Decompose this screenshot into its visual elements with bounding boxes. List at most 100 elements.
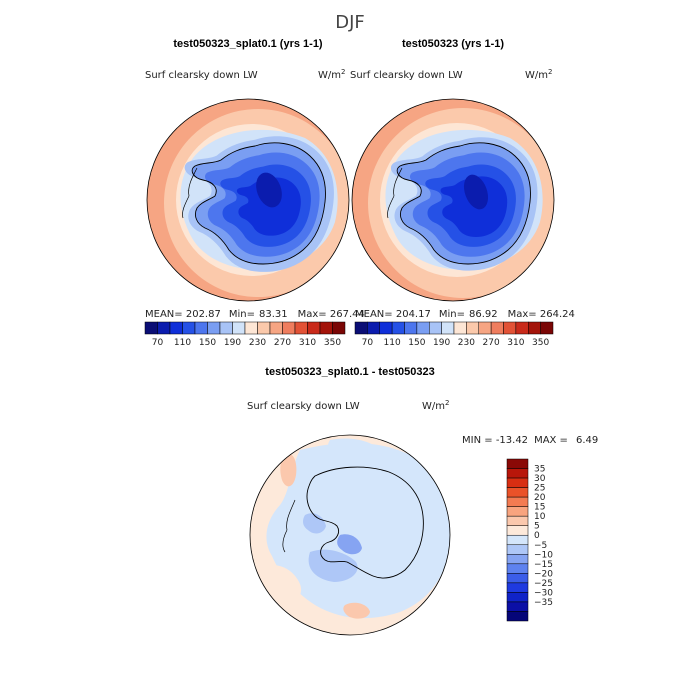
colorbar-tick-label: 70 <box>152 338 164 348</box>
colorbar-swatch <box>379 321 393 335</box>
colorbar-swatch <box>219 321 233 335</box>
colorbar-tick-label: 350 <box>532 338 549 348</box>
colorbar-swatch <box>506 477 529 488</box>
colorbar-tick-label: −35 <box>534 598 553 608</box>
colorbar-swatch <box>182 321 196 335</box>
panel-difference-units: W/m2 <box>422 399 449 412</box>
colorbar-swatch <box>506 611 529 622</box>
colorbar-swatch <box>506 601 529 612</box>
colorbar-tick-label: 190 <box>433 338 450 348</box>
colorbar-swatch <box>257 321 271 335</box>
colorbar-swatch <box>367 321 380 335</box>
colorbar-swatch <box>307 321 321 335</box>
colorbar-swatch <box>506 506 529 517</box>
colorbar-swatch <box>506 468 529 479</box>
panel-control-units: W/m2 <box>525 68 552 81</box>
colorbar-swatch <box>515 321 529 335</box>
colorbar-swatch <box>506 544 529 555</box>
colorbar-tick-label: 110 <box>384 338 401 348</box>
colorbar-swatch <box>157 321 171 335</box>
panel-control-case-title: test050323 (yrs 1-1) <box>402 38 504 50</box>
colorbar-swatch <box>506 487 529 498</box>
colorbar-swatch <box>294 321 308 335</box>
colorbar-swatch <box>503 321 517 335</box>
panel-model-map-border <box>146 98 350 302</box>
colorbar-tick-label: 35 <box>534 465 545 475</box>
colorbar-swatch <box>354 321 368 335</box>
colorbar-swatch <box>453 321 467 335</box>
colorbar-swatch <box>169 321 183 335</box>
colorbar-tick-label: −25 <box>534 579 553 589</box>
colorbar-swatch <box>441 321 455 335</box>
colorbar-swatch <box>332 321 346 335</box>
panel-control-colorbar: 70 110 150 190 230 270 310 350 <box>354 321 554 348</box>
colorbar-tick-label: −20 <box>534 569 553 579</box>
colorbar-tick-label: 20 <box>534 493 546 503</box>
colorbar-swatch <box>506 563 529 574</box>
colorbar-swatch <box>319 321 333 335</box>
main-title: DJF <box>335 12 365 33</box>
colorbar-swatch <box>404 321 418 335</box>
colorbar-tick-label: −30 <box>534 588 553 598</box>
panel-model-map <box>147 99 349 301</box>
colorbar-swatch <box>506 534 529 546</box>
colorbar-swatch <box>528 321 541 335</box>
colorbar-swatch <box>244 321 258 335</box>
colorbar-tick-label: 70 <box>362 338 374 348</box>
colorbar-tick-label: 230 <box>458 338 475 348</box>
colorbar-tick-label: 310 <box>299 338 316 348</box>
colorbar-swatch <box>506 592 529 603</box>
panel-difference: test050323_splat0.1 - test050323 Surf cl… <box>247 366 598 636</box>
colorbar-tick-label: 30 <box>534 474 546 484</box>
panel-difference-map-border <box>249 434 451 636</box>
colorbar-swatch <box>506 582 529 593</box>
colorbar-tick-label: −10 <box>534 550 553 560</box>
colorbar-tick-label: 270 <box>274 338 291 348</box>
colorbar-swatch <box>506 515 529 526</box>
colorbar-tick-label: 110 <box>174 338 191 348</box>
colorbar-tick-label: 10 <box>534 512 546 522</box>
colorbar-swatch <box>144 321 158 335</box>
colorbar-tick-label: 150 <box>408 338 425 348</box>
colorbar-swatch <box>540 321 554 335</box>
panel-model-case-title: test050323_splat0.1 (yrs 1-1) <box>173 38 323 50</box>
colorbar-swatch <box>391 321 405 335</box>
panel-model-units: W/m2 <box>318 68 345 81</box>
colorbar-swatch <box>478 321 492 335</box>
panel-control-map <box>352 99 554 301</box>
colorbar-swatch <box>416 321 430 335</box>
colorbar-tick-label: 230 <box>249 338 266 348</box>
colorbar-swatch <box>282 321 296 335</box>
panel-difference-stats: MIN = -13.42 MAX = 6.49 <box>462 435 598 446</box>
colorbar-swatch <box>194 321 208 335</box>
colorbar-swatch <box>506 554 529 565</box>
colorbar-tick-label: 190 <box>224 338 241 348</box>
colorbar-swatch <box>232 321 246 335</box>
panel-control-map-border <box>351 98 555 302</box>
colorbar-swatch <box>466 321 479 335</box>
panel-difference-variable-label: Surf clearsky down LW <box>247 401 360 412</box>
colorbar-swatch <box>506 525 529 536</box>
panel-model-stats: MEAN= 202.87 Min= 83.31 Max= 267.44 <box>145 309 365 320</box>
colorbar-tick-label: 270 <box>483 338 500 348</box>
panel-model-variable-label: Surf clearsky down LW <box>145 70 258 81</box>
colorbar-swatch <box>506 458 529 469</box>
colorbar-swatch <box>490 321 504 335</box>
colorbar-tick-label: 310 <box>507 338 524 348</box>
panel-model-colorbar: 70 110 150 190 230 270 310 350 <box>144 321 346 348</box>
colorbar-tick-label: 0 <box>534 531 540 541</box>
colorbar-tick-label: 25 <box>534 484 545 494</box>
colorbar-tick-label: −5 <box>534 541 547 551</box>
panel-difference-case-title: test050323_splat0.1 - test050323 <box>265 366 434 378</box>
colorbar-tick-label: 350 <box>324 338 341 348</box>
colorbar-swatch <box>269 321 283 335</box>
panel-control-variable-label: Surf clearsky down LW <box>350 70 463 81</box>
panel-difference-map <box>250 435 450 635</box>
panel-model: test050323_splat0.1 (yrs 1-1) Surf clear… <box>144 38 365 348</box>
colorbar-swatch <box>506 496 529 507</box>
panel-control-stats: MEAN= 204.17 Min= 86.92 Max= 264.24 <box>355 309 575 320</box>
colorbar-tick-label: 5 <box>534 522 540 532</box>
colorbar-swatch <box>506 573 529 584</box>
